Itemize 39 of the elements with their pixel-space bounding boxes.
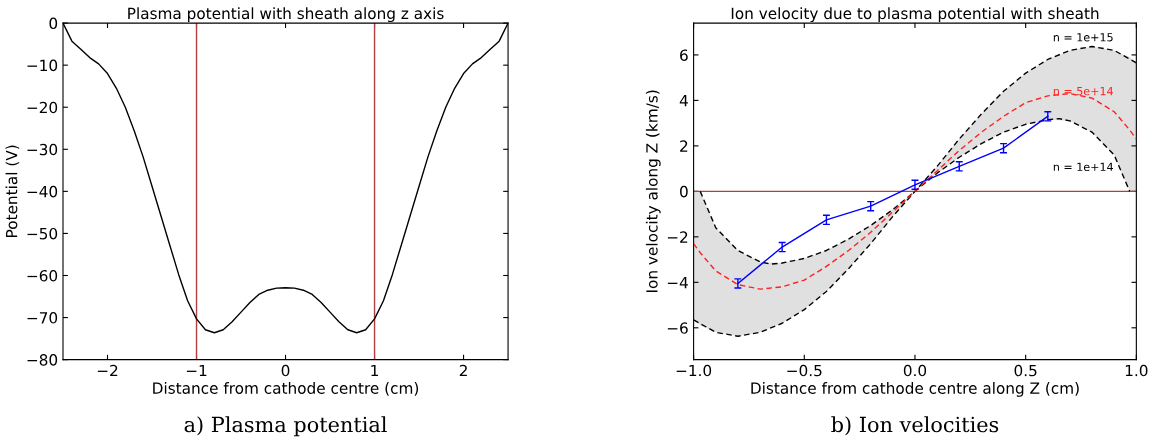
y-tick-label: −50: [27, 227, 58, 240]
line-series: [699, 117, 1131, 265]
y-tick-label: −40: [27, 185, 58, 198]
y-tick-label: 4: [679, 95, 688, 107]
y-tick-label: −6: [667, 322, 688, 334]
y-tick-label: −10: [27, 59, 58, 72]
y-tick-label: −4: [667, 276, 688, 289]
y-tick-label: 0: [49, 17, 58, 30]
x-axis-title: Distance from cathode centre along Z (cm): [751, 382, 1079, 397]
x-tick-label: 0.5: [1014, 364, 1037, 377]
x-tick-label: −2: [97, 364, 118, 377]
y-axis-title: Potential (V): [5, 145, 20, 237]
y-tick-label: −80: [27, 354, 58, 366]
chart-title: Ion velocity due to plasma potential with sheath: [731, 7, 1099, 23]
y-tick-label: 2: [680, 140, 688, 152]
x-tick-label: −0.5: [787, 364, 822, 377]
x-tick-label: 2: [459, 364, 467, 377]
y-tick-label: −2: [667, 231, 688, 243]
text: a) Plasma potential: [184, 416, 387, 437]
x-tick-label: −1.0: [676, 364, 712, 377]
y-tick-label: −20: [27, 101, 58, 114]
chart-title: Plasma potential with sheath along z axis: [128, 7, 444, 23]
x-tick-label: 0.0: [903, 364, 927, 377]
x-tick-label: 1.0: [1125, 364, 1148, 377]
annotation: n = 1e+14: [1053, 162, 1113, 172]
y-tick-label: −60: [27, 269, 58, 282]
y-axis-title: Ion velocity along Z (km/s): [645, 90, 661, 292]
y-tick-label: −70: [27, 312, 58, 324]
y-tick-label: −30: [27, 143, 58, 156]
annotation: n = 5e+14: [1053, 87, 1113, 96]
y-tick-label: 0: [680, 185, 688, 198]
y-tick-label: 6: [680, 49, 688, 61]
text: b) Ion velocities: [831, 416, 999, 436]
x-tick-label: 0: [281, 364, 290, 377]
line-series: [737, 115, 1049, 285]
x-tick-label: 1: [371, 364, 378, 377]
x-axis-title: Distance from cathode centre (cm): [153, 382, 419, 396]
x-tick-label: −1: [186, 364, 207, 377]
annotation: n = 1e+15: [1053, 33, 1113, 42]
